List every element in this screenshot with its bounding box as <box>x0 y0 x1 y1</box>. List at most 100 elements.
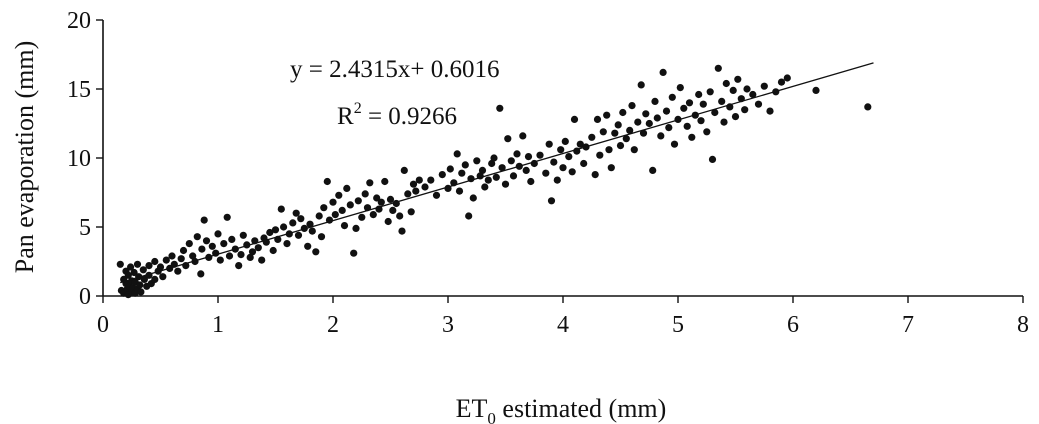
data-point <box>490 154 498 162</box>
data-point <box>659 68 667 76</box>
data-point <box>492 173 500 181</box>
data-point <box>137 288 145 296</box>
data-point <box>202 237 211 245</box>
data-point <box>315 212 323 220</box>
data-point <box>718 97 726 105</box>
data-point <box>386 195 395 203</box>
equation-label: y = 2.4315x+ 0.6016 <box>290 56 499 83</box>
data-point <box>461 161 469 169</box>
annotations: y = 2.4315x+ 0.6016 R2 = 0.9266 <box>290 56 499 130</box>
x-tick-label: 7 <box>902 312 914 338</box>
data-point <box>498 164 506 172</box>
data-point <box>708 155 717 163</box>
data-point <box>509 172 518 180</box>
data-point <box>225 252 234 260</box>
data-point <box>628 102 636 110</box>
data-point <box>680 104 688 112</box>
data-point <box>197 270 205 278</box>
data-point <box>308 227 316 235</box>
data-point <box>139 266 147 274</box>
data-point <box>685 99 694 107</box>
data-point <box>312 248 320 256</box>
data-point <box>488 159 496 168</box>
data-point <box>346 201 354 209</box>
data-point <box>208 242 216 250</box>
data-point <box>565 153 573 161</box>
data-point <box>168 252 176 260</box>
data-point <box>283 240 291 248</box>
data-point <box>361 190 369 198</box>
data-point <box>501 180 510 188</box>
data-point <box>596 151 604 159</box>
data-point <box>645 119 653 128</box>
data-point <box>662 107 671 115</box>
data-point <box>407 208 415 216</box>
data-point <box>741 106 749 114</box>
x-tick-label: 6 <box>787 312 799 338</box>
data-point <box>711 108 719 117</box>
data-point <box>616 142 625 150</box>
data-point <box>478 166 487 174</box>
data-point <box>504 135 512 143</box>
data-point <box>599 128 607 136</box>
data-point <box>766 107 774 115</box>
data-point <box>783 74 791 82</box>
data-point <box>174 267 182 275</box>
r-squared-sup: 2 <box>354 100 362 117</box>
data-point <box>665 124 673 132</box>
data-point <box>193 233 201 241</box>
data-point <box>743 85 751 93</box>
data-point <box>237 251 245 259</box>
data-point <box>329 198 337 206</box>
data-point <box>151 257 159 266</box>
data-point <box>421 183 429 191</box>
data-point <box>559 164 567 172</box>
axes: 0 5 10 15 20 0 1 2 3 4 5 6 7 8 <box>67 8 1029 338</box>
data-point <box>223 213 231 221</box>
data-point <box>124 271 132 279</box>
data-point <box>668 93 676 101</box>
data-point <box>729 86 737 94</box>
data-point <box>519 132 527 140</box>
data-point <box>140 275 148 283</box>
data-point <box>228 235 236 243</box>
data-point <box>653 114 661 122</box>
data-point <box>553 176 561 184</box>
data-point <box>453 150 461 158</box>
data-point <box>542 169 550 177</box>
data-point <box>317 233 326 241</box>
data-point <box>179 246 188 255</box>
data-point <box>185 240 193 248</box>
data-point <box>619 108 627 117</box>
data-point <box>145 262 153 270</box>
data-point <box>465 212 473 220</box>
data-point <box>570 115 579 123</box>
x-axis-title: ET0 estimated (mm) <box>456 394 667 424</box>
data-point <box>294 231 303 239</box>
data-point <box>580 159 588 168</box>
data-point <box>198 245 206 253</box>
data-point <box>280 223 288 231</box>
data-point <box>550 158 558 166</box>
data-point <box>536 151 544 159</box>
data-point <box>404 190 412 198</box>
data-point <box>688 133 696 141</box>
data-point <box>323 177 331 186</box>
data-point <box>116 260 124 268</box>
data-point <box>522 166 530 174</box>
data-point <box>649 166 657 174</box>
data-point <box>369 211 377 219</box>
data-point <box>576 140 584 148</box>
data-point <box>611 129 619 137</box>
data-point <box>331 211 339 219</box>
data-point <box>289 219 297 227</box>
data-point <box>246 253 254 261</box>
data-point <box>432 191 441 199</box>
data-point <box>130 268 138 277</box>
data-point <box>248 248 257 256</box>
data-point <box>400 166 408 174</box>
data-point <box>864 103 872 111</box>
data-point <box>258 256 266 264</box>
y-tick-label: 0 <box>79 284 91 310</box>
